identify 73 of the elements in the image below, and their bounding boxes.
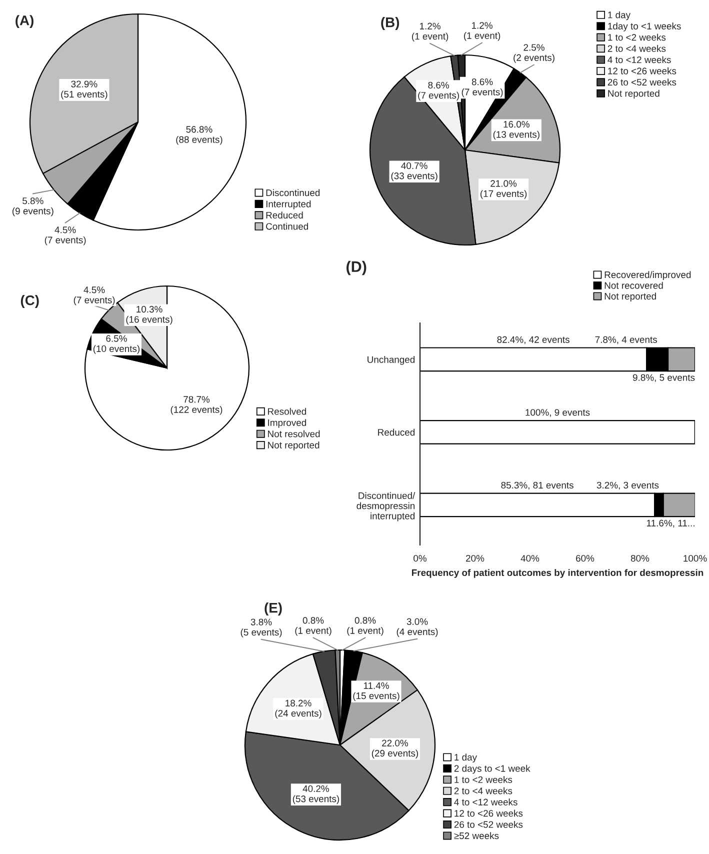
data-label: 8.6% (7 events) bbox=[462, 78, 503, 98]
data-label: 1.2% (1 event) bbox=[412, 22, 448, 42]
data-label: 5.8% (9 events) bbox=[12, 198, 54, 216]
data-label: 2.5% (2 events) bbox=[514, 44, 554, 63]
legend-label: 1 to <2 weeks bbox=[454, 776, 512, 784]
data-label: 0.8% (1 event) bbox=[347, 617, 384, 636]
chart-title: (E) bbox=[264, 602, 282, 616]
legend-label: 26 to <52 weeks bbox=[608, 78, 676, 86]
y-tick-label: Discontinued/desmopressin interrupted bbox=[356, 492, 416, 522]
x-axis-title: Frequency of patient outcomes by intervention for desmopressin bbox=[412, 569, 704, 578]
legend-label: 4 to <12 weeks bbox=[454, 798, 518, 806]
legend-label: Reduced bbox=[266, 212, 303, 219]
x-tick-label: 100% bbox=[684, 554, 707, 562]
data-label: 0.8% (1 event) bbox=[295, 617, 332, 636]
data-label: 16.0% (13 events) bbox=[493, 120, 540, 140]
data-label: 11.4% (15 events) bbox=[353, 682, 400, 702]
x-tick-label: 80% bbox=[630, 554, 650, 562]
data-label: 18.2% (24 events) bbox=[275, 700, 322, 718]
legend-label: 12 to <26 weeks bbox=[454, 810, 523, 817]
x-tick-label: 0% bbox=[414, 554, 426, 562]
x-tick-label: 60% bbox=[576, 554, 594, 562]
y-tick-label: Reduced bbox=[378, 428, 415, 436]
data-label: 3.2%, 3 events bbox=[596, 482, 659, 490]
data-label: 22.0% (29 events) bbox=[372, 740, 418, 758]
data-label: 4.5% (7 events) bbox=[44, 226, 86, 246]
data-label: 40.2% (53 events) bbox=[292, 785, 339, 804]
data-label: 100%, 9 events bbox=[526, 409, 590, 417]
data-label: 21.0% (17 events) bbox=[480, 180, 527, 199]
legend-label: 1 day bbox=[608, 11, 631, 20]
data-label: 32.9% (51 events) bbox=[61, 80, 108, 100]
legend-label: 1 to <2 weeks bbox=[608, 34, 666, 41]
data-label: 78.7% (122 events) bbox=[170, 396, 222, 415]
legend-label: Not reported bbox=[268, 442, 320, 450]
text: (C) bbox=[20, 295, 39, 308]
chart-title: (B) bbox=[381, 17, 400, 30]
y-tick-label: Unchanged bbox=[368, 356, 415, 365]
data-label: 11.6%, 11... bbox=[646, 520, 694, 528]
x-tick-label: 40% bbox=[520, 554, 540, 562]
legend-label: 2 to <4 weeks bbox=[608, 44, 666, 52]
legend-label: Resolved bbox=[268, 408, 306, 415]
data-label: 3.0% (4 events) bbox=[396, 618, 438, 637]
data-label: 9.8%, 5 events bbox=[632, 374, 695, 382]
legend-label: ≥52 weeks bbox=[454, 832, 499, 840]
legend-label: 1 day bbox=[454, 754, 478, 762]
legend-label: 2 days to <1 week bbox=[454, 764, 530, 774]
legend-label: 26 to <52 weeks bbox=[454, 820, 523, 828]
legend-label: Improved bbox=[268, 419, 306, 428]
data-label: 10.3% (16 events) bbox=[126, 306, 172, 325]
legend-label: Not recovered bbox=[604, 282, 663, 289]
legend-label: Continued bbox=[266, 222, 308, 230]
data-label: 82.4%, 42 events bbox=[497, 336, 570, 344]
legend-label: 1day to <1 weeks bbox=[608, 22, 681, 32]
data-label: 7.8%, 4 events bbox=[595, 336, 657, 344]
legend-label: Not reported bbox=[604, 292, 656, 302]
legend-label: Recovered/improved bbox=[604, 271, 691, 280]
legend-label: Discontinued bbox=[266, 189, 320, 196]
legend-label: Not reported bbox=[608, 90, 660, 99]
legend-label: 4 to <12 weeks bbox=[608, 56, 671, 64]
legend-label: 12 to <26 weeks bbox=[608, 67, 676, 74]
data-label: 40.7% (33 events) bbox=[391, 162, 438, 182]
legend-label: Not resolved bbox=[268, 430, 320, 438]
data-label: 4.5% (7 events) bbox=[74, 286, 115, 306]
data-label: 6.5% (10 events) bbox=[93, 335, 140, 354]
legend-label: Interrupted bbox=[266, 200, 311, 210]
data-label: 85.3%, 81 events bbox=[501, 482, 574, 490]
legend-label: 2 to <4 weeks bbox=[454, 787, 512, 794]
data-label: 56.8% (88 events) bbox=[176, 126, 222, 145]
data-label: 1.2% (1 event) bbox=[464, 22, 500, 41]
data-label: 8.6% (7 events) bbox=[418, 82, 459, 101]
chart-title: (D) bbox=[346, 260, 366, 276]
chart-title: (A) bbox=[16, 15, 34, 28]
x-tick-label: 20% bbox=[466, 554, 484, 562]
data-label: 3.8% (5 events) bbox=[240, 618, 282, 638]
